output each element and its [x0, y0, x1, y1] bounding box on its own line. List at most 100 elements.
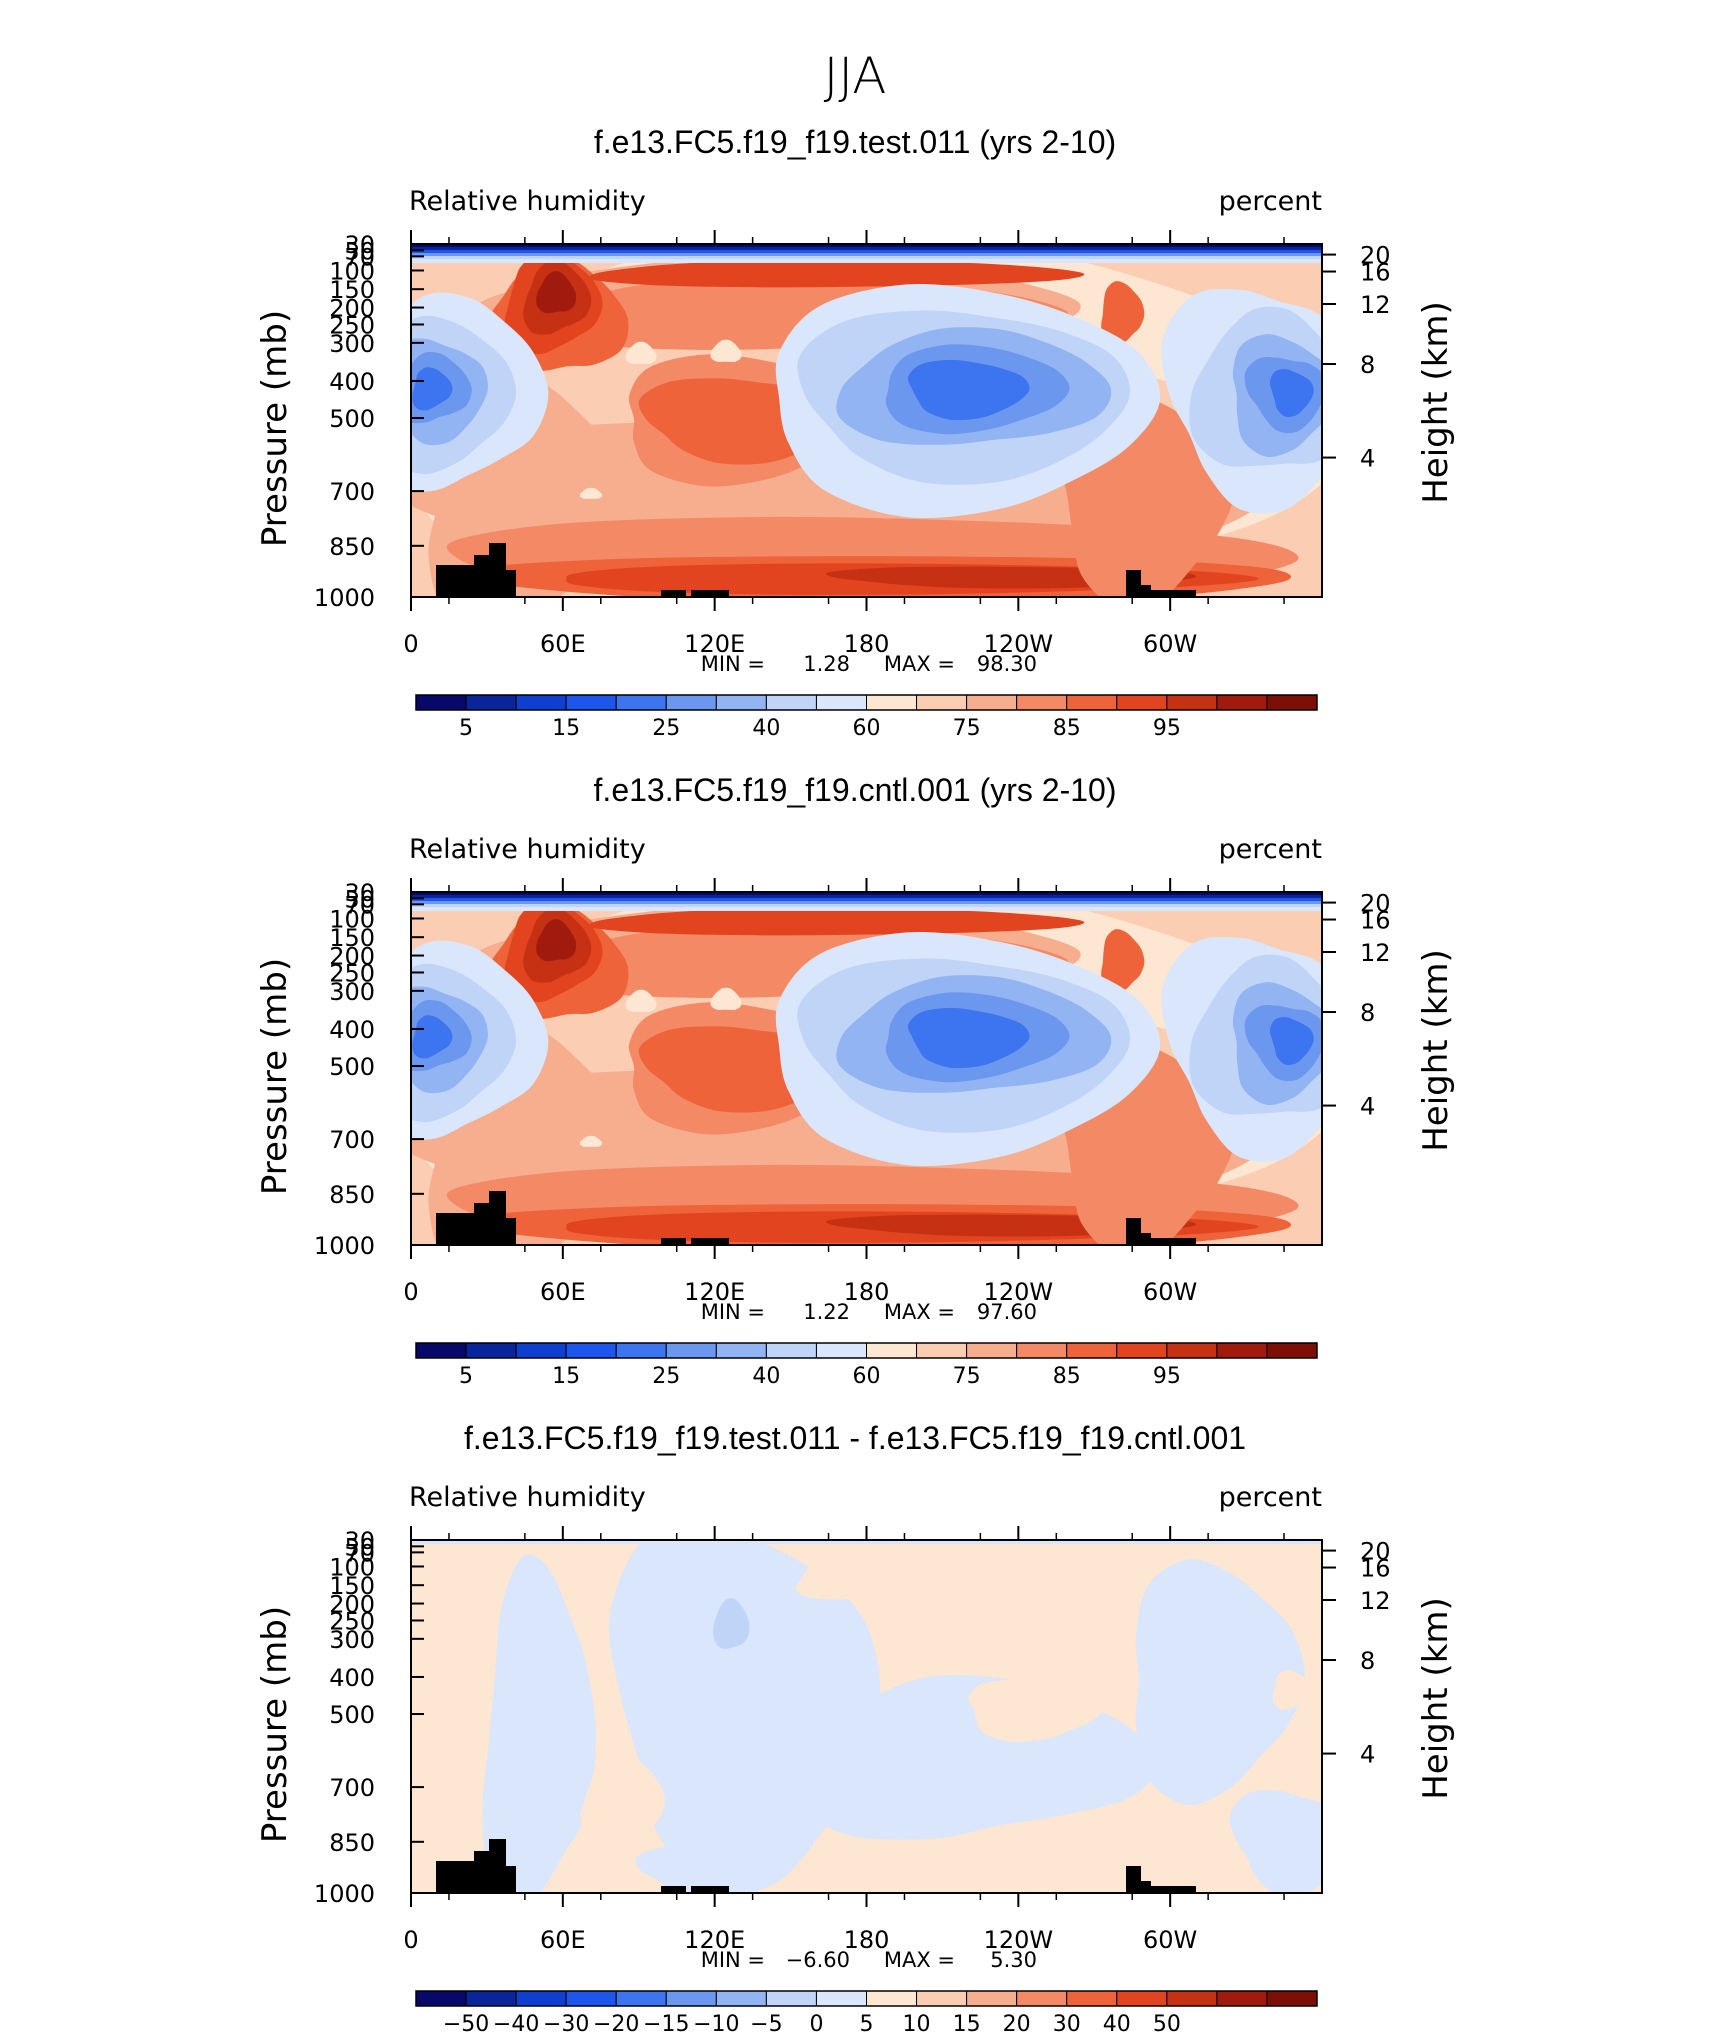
longitude-tick-label: 120E [684, 630, 745, 658]
colorbar-label: 50 [1153, 2012, 1181, 2037]
colorbar-label: 25 [652, 716, 680, 741]
colorbar-swatch [565, 1342, 617, 1359]
contour-region [536, 271, 577, 314]
contour-region [625, 989, 657, 1012]
contour-region [579, 487, 603, 500]
colorbar-swatch [1016, 694, 1068, 711]
longitude-tick-label: 60E [540, 630, 586, 658]
height-tick-label: 16 [1360, 907, 1391, 935]
colorbar-swatch [1266, 1342, 1318, 1359]
colorbar-label: 60 [853, 716, 881, 741]
height-tick-label: 12 [1360, 291, 1391, 319]
pressure-tick-label: 300 [329, 1626, 375, 1654]
contour-region [710, 987, 742, 1010]
longitude-tick-label: 120E [684, 1926, 745, 1954]
colorbar-swatch [1016, 1342, 1068, 1359]
colorbar-label: 60 [853, 1364, 881, 1389]
colorbar-label: −50 [443, 2012, 489, 2037]
contour-region [710, 339, 742, 362]
pressure-tick-label: 50 [344, 237, 375, 265]
contour-region [536, 919, 577, 962]
colorbar-swatch [515, 1990, 567, 2007]
units-label: percent [1219, 186, 1322, 217]
pressure-tick-label: 30 [344, 1527, 375, 1555]
pressure-tick-label: 1000 [314, 1232, 375, 1260]
colorbar-swatch [1216, 1990, 1268, 2007]
colorbar-label: 15 [552, 1364, 580, 1389]
longitude-tick-label: 180 [844, 630, 890, 658]
stratosphere-band [411, 1540, 1322, 1544]
contour-region [635, 1846, 765, 1893]
height-tick-label: 20 [1360, 890, 1391, 918]
colorbar-swatch [415, 1342, 467, 1359]
height-tick-label: 4 [1360, 445, 1375, 473]
pressure-tick-label: 1000 [314, 1880, 375, 1908]
contour-field [411, 244, 1322, 597]
colorbar-swatch [565, 1990, 617, 2007]
pressure-axis-label: Pressure (mb) [255, 1606, 295, 1843]
colorbar-swatch [765, 694, 817, 711]
pressure-tick-label: 500 [329, 1701, 375, 1729]
colorbar-swatch [1166, 1990, 1218, 2007]
contour-region [968, 1679, 1104, 1743]
colorbar-label: −10 [693, 2012, 739, 2037]
longitude-tick-label: 0 [403, 1278, 418, 1306]
colorbar-swatch [866, 1990, 918, 2007]
colorbar-swatch [866, 1342, 918, 1359]
colorbar-label: 85 [1053, 1364, 1081, 1389]
height-tick-label: 16 [1360, 1555, 1391, 1583]
max-label: MAX = [884, 652, 955, 676]
colorbar-label: 5 [860, 2012, 874, 2037]
contour-region [1272, 1670, 1313, 1710]
contour-region [482, 1554, 597, 1893]
pressure-tick-label: 100 [329, 905, 375, 933]
variable-label: Relative humidity [409, 186, 646, 217]
longitude-tick-label: 120W [984, 630, 1054, 658]
pressure-tick-label: 30 [344, 879, 375, 907]
longitude-tick-label: 180 [844, 1278, 890, 1306]
stratosphere-band [411, 904, 1322, 908]
longitude-tick-label: 120W [984, 1926, 1054, 1954]
colorbar-label: 75 [953, 1364, 981, 1389]
colorbar-swatch [1166, 694, 1218, 711]
colorbar-swatch [815, 694, 868, 711]
panel-1: f.e13.FC5.f19_f19.test.011 (yrs 2-10) Rel… [255, 124, 1456, 741]
colorbar-swatch [465, 694, 517, 711]
colorbar-label: 25 [652, 1364, 680, 1389]
colorbar: 5 15 25 40 60 75 85 95 [415, 1342, 1318, 1389]
colorbar-label: 95 [1153, 716, 1181, 741]
contour-region [1135, 1559, 1305, 1806]
colorbar-swatch [665, 1342, 717, 1359]
units-label: percent [1219, 834, 1322, 865]
contour-region [579, 1135, 603, 1148]
colorbar-swatch [1216, 694, 1268, 711]
colorbar-frame [415, 1990, 1318, 2007]
colorbar-label: 95 [1153, 1364, 1181, 1389]
panel-title: f.e13.FC5.f19_f19.cntl.001 (yrs 2-10) [594, 772, 1117, 808]
colorbar-swatch [916, 1990, 968, 2007]
pressure-tick-label: 30 [344, 231, 375, 259]
colorbar-swatch [615, 694, 667, 711]
pressure-tick-label: 700 [329, 1126, 375, 1154]
pressure-tick-label: 700 [329, 478, 375, 506]
colorbar-swatch [615, 1990, 667, 2007]
pressure-tick-label: 400 [329, 368, 375, 396]
colorbar-label: 20 [1003, 2012, 1031, 2037]
panel-title: f.e13.FC5.f19_f19.test.011 - f.e13.FC5.f… [464, 1420, 1246, 1456]
panel-2: f.e13.FC5.f19_f19.cntl.001 (yrs 2-10) Rel… [255, 772, 1456, 1389]
longitude-tick-label: 120W [984, 1278, 1054, 1306]
variable-label: Relative humidity [409, 834, 646, 865]
stratosphere-band [411, 250, 1322, 254]
pressure-tick-label: 50 [344, 885, 375, 913]
pressure-tick-label: 150 [329, 924, 375, 952]
pressure-tick-label: 700 [329, 1774, 375, 1802]
height-tick-label: 8 [1360, 999, 1375, 1027]
pressure-tick-label: 100 [329, 1553, 375, 1581]
min-value: 1.22 [803, 1300, 850, 1324]
figure-title: JJA [824, 47, 887, 105]
colorbar-label: 10 [903, 2012, 931, 2037]
contour-region [1101, 929, 1145, 996]
min-label: MIN = [701, 1300, 765, 1324]
colorbar-swatch [966, 1990, 1018, 2007]
